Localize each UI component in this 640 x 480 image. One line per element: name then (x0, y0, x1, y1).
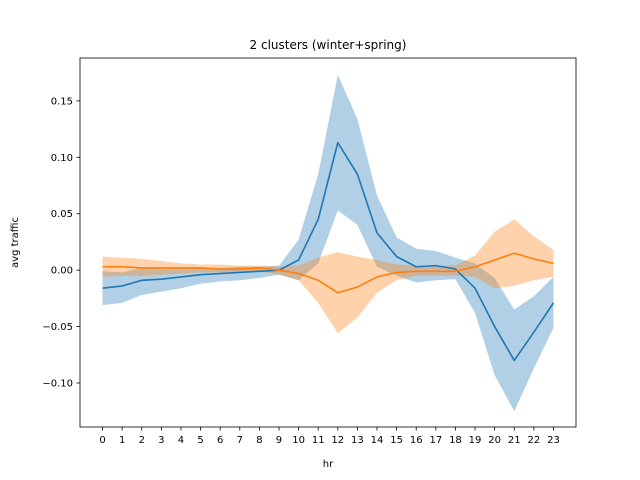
y-tick-label: 0.10 (51, 153, 73, 164)
x-tick-label: 6 (217, 435, 223, 446)
x-tick-label: 4 (178, 435, 184, 446)
x-tick-label: 0 (99, 435, 105, 446)
chart-title: 2 clusters (winter+spring) (250, 38, 407, 52)
x-tick-label: 21 (508, 435, 521, 446)
series-1-line (102, 141, 555, 362)
x-tick-label: 14 (371, 435, 384, 446)
y-tick-label: 0.05 (51, 209, 73, 220)
x-tick-label: 1 (119, 435, 125, 446)
x-tick-label: 11 (312, 435, 325, 446)
x-tick-label: 8 (256, 435, 262, 446)
plot-area (102, 74, 555, 412)
y-axis: −0.10 −0.05 0.00 0.05 0.10 0.15 (42, 96, 80, 389)
x-tick-label: 20 (488, 435, 501, 446)
y-axis-label: avg traffic (10, 217, 21, 268)
y-tick-label: −0.10 (42, 378, 73, 389)
series-2-line (102, 252, 554, 294)
x-tick-label: 13 (351, 435, 364, 446)
series-2-band (102, 219, 554, 334)
x-tick-label: 17 (429, 435, 442, 446)
y-tick-label: 0.00 (51, 266, 73, 277)
x-tick-label: 22 (527, 435, 540, 446)
x-tick-label: 10 (292, 435, 305, 446)
x-axis: 0 1 2 3 4 5 6 7 8 9 10 11 12 13 14 15 16 17 18 19 20 21 22 23 (99, 427, 560, 446)
axes-frame (79, 57, 577, 428)
x-tick-label: 18 (449, 435, 462, 446)
x-tick-label: 23 (547, 435, 560, 446)
x-tick-label: 7 (237, 435, 243, 446)
y-tick-label: −0.05 (42, 322, 73, 333)
x-tick-label: 2 (139, 435, 145, 446)
x-tick-label: 16 (410, 435, 423, 446)
x-tick-label: 3 (158, 435, 164, 446)
x-tick-label: 19 (469, 435, 482, 446)
series-1-band (102, 74, 554, 412)
x-tick-label: 5 (197, 435, 203, 446)
x-tick-label: 12 (331, 435, 344, 446)
x-tick-label: 9 (276, 435, 282, 446)
x-axis-label: hr (323, 459, 334, 470)
x-tick-label: 15 (390, 435, 403, 446)
y-tick-label: 0.15 (51, 96, 73, 107)
